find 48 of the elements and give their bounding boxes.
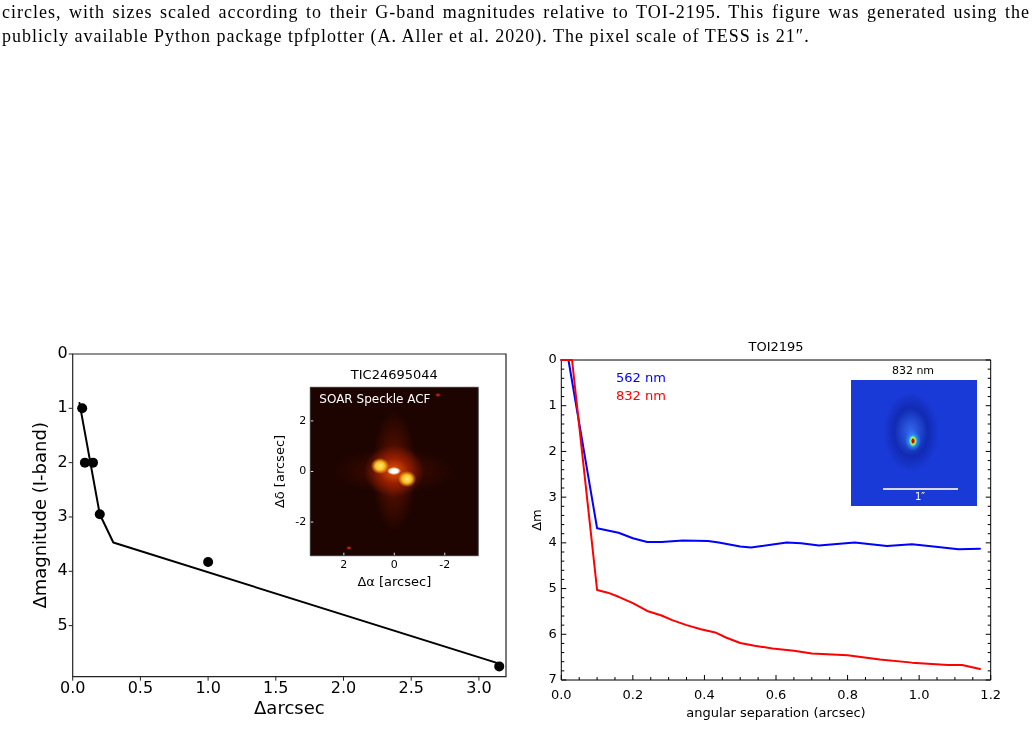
x-tick-label: 2.5 <box>398 678 424 698</box>
y-axis-title: Δmagnitude (I-band) <box>29 422 51 609</box>
y-axis-title: Δδ [arcsec] <box>271 434 287 509</box>
text: 832 nm <box>616 388 666 404</box>
y-tick-label: 1 <box>57 397 68 417</box>
x-tick-label: 1.2 <box>980 687 1002 703</box>
y-tick-label: 3 <box>548 488 557 504</box>
x-tick-label: -2 <box>439 558 451 572</box>
x-tick-label: 0.0 <box>550 687 572 703</box>
x-tick-label: 1.0 <box>908 687 930 703</box>
text: circles, with sizes scaled according to their G-band magnitudes relative to TOI-2195. This figure was generated using the publicly available Python package tpfplotter (A. Aller et al. 2020). The pixel scale of TESS is 21″. <box>2 1 1030 48</box>
y-tick-label: 2 <box>57 451 68 471</box>
y-tick-label: 1 <box>548 397 557 413</box>
x-tick-label: 1.0 <box>195 678 221 698</box>
x-tick-label: 0.2 <box>622 687 644 703</box>
y-tick-label: 0 <box>299 464 307 478</box>
chart-title: TIC24695044 <box>349 367 438 383</box>
annotation: 1″ <box>914 491 926 502</box>
text: 562 nm <box>616 369 666 385</box>
y-axis-title: Δm <box>528 509 544 531</box>
x-tick-label: 0.5 <box>127 678 154 698</box>
x-tick-label: 0 <box>390 558 398 572</box>
x-tick-label: 2.0 <box>330 678 357 698</box>
y-tick-label: 4 <box>57 560 68 580</box>
y-tick-label: 2 <box>299 413 307 427</box>
y-tick-label: 7 <box>548 671 557 687</box>
x-axis-title: Δarcsec <box>254 697 325 719</box>
x-tick-label: 0.4 <box>694 687 715 703</box>
x-tick-label: 0.6 <box>765 687 787 703</box>
x-tick-label: 0.0 <box>59 678 86 698</box>
text: 832 nm <box>891 363 935 377</box>
x-axis-title: angular separation (arcsec) <box>686 704 866 720</box>
x-axis-title: Δα [arcsec] <box>357 574 432 590</box>
y-tick-label: 2 <box>548 442 557 458</box>
y-tick-label: 0 <box>548 351 557 367</box>
y-tick-label: -2 <box>295 514 307 528</box>
x-tick-label: 1.5 <box>263 678 289 698</box>
chart-title: TOI2195 <box>747 338 804 354</box>
y-tick-label: 4 <box>548 534 557 550</box>
x-tick-label: 3.0 <box>466 678 492 698</box>
annotation: SOAR Speckle ACF <box>319 392 431 407</box>
y-tick-label: 5 <box>57 614 68 634</box>
x-tick-label: 0.8 <box>837 687 858 703</box>
y-tick-label: 5 <box>548 579 557 595</box>
y-tick-label: 3 <box>57 506 68 526</box>
y-tick-label: 6 <box>548 625 557 641</box>
x-tick-label: 2 <box>340 558 348 572</box>
y-tick-label: 0 <box>57 343 68 363</box>
